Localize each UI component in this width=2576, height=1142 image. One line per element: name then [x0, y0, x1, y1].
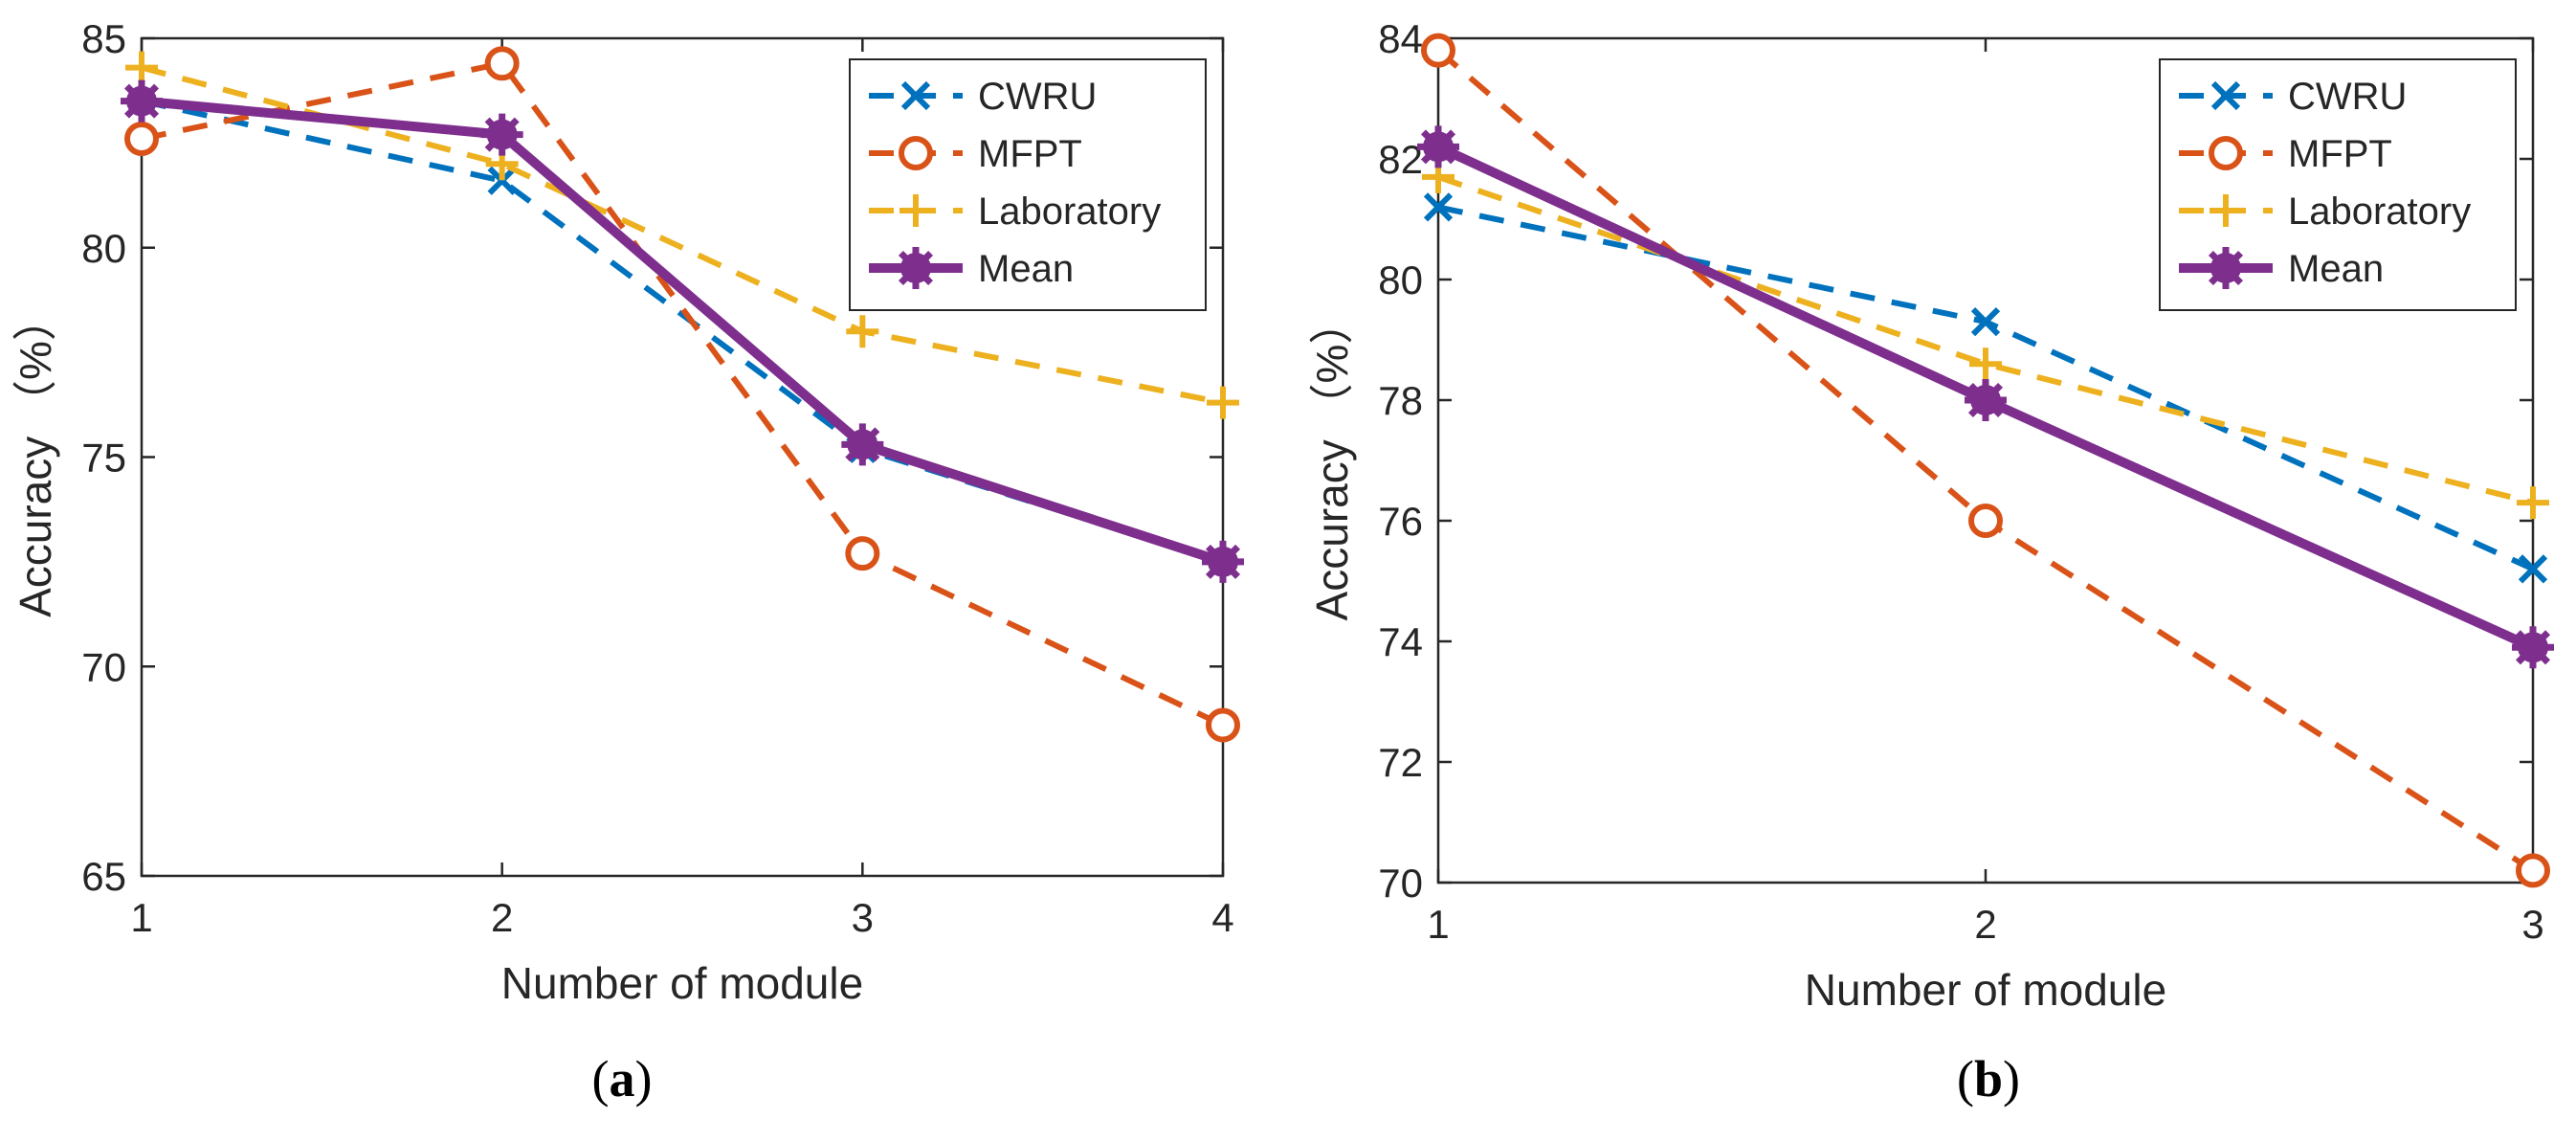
chart-a-mfpt-point-3: [1206, 707, 1240, 743]
chart-b-series-mean: [1417, 125, 2554, 669]
chart-b-caption: (b): [1957, 1050, 2020, 1108]
chart-b-cwru-point-2: [2518, 554, 2548, 584]
chart-a-legend-marker-mfpt: [899, 136, 933, 170]
chart-a-legend-marker-laboratory: [899, 194, 932, 227]
chart-b-legend-label-cwru: CWRU: [2288, 76, 2407, 118]
chart-a-mean-line: [141, 96, 1225, 567]
chart-b-y-tick-label-5: 80: [1378, 258, 1423, 302]
chart-a-legend-label-mfpt: MFPT: [978, 133, 1082, 175]
chart-b-legend-marker-mfpt: [2209, 136, 2243, 170]
chart-b-mfpt-point-1: [1968, 504, 2003, 538]
chart-a-caption: (a): [592, 1050, 653, 1108]
chart-b-legend-marker-mean: [2205, 247, 2247, 289]
chart-b-legend-label-mfpt: MFPT: [2288, 133, 2392, 175]
chart-a-legend-entry-laboratory: Laboratory: [869, 190, 1161, 233]
chart-b-mean-point-1: [1965, 379, 2007, 421]
chart-a: 1 2 3 4 65 70 75 80 85 Number of module Accuracy （…: [11, 16, 1244, 1108]
chart-a-laboratory-point-3: [1207, 386, 1239, 419]
chart-b-y-tick-label-0: 70: [1378, 861, 1423, 906]
chart-a-x-tick-label-3: 4: [1211, 895, 1233, 940]
chart-b: 1 2 3 70 72 74 76 78 80 82 84 Number of module Accur…: [1307, 16, 2554, 1108]
chart-a-legend-entry-cwru: CWRU: [869, 76, 1097, 118]
chart-a-legend-marker-mean: [895, 247, 937, 289]
chart-a-mfpt-point-2: [845, 536, 880, 571]
chart-b-series-mfpt: [1421, 33, 2550, 888]
chart-b-legend-entry-laboratory: Laboratory: [2179, 190, 2471, 233]
chart-a-legend-label-laboratory: Laboratory: [978, 190, 1161, 233]
chart-b-legend-label-laboratory: Laboratory: [2288, 190, 2471, 233]
chart-b-legend-label-mean: Mean: [2288, 248, 2384, 290]
chart-b-legend-marker-laboratory: [2210, 194, 2242, 227]
chart-b-y-tick-label-4: 78: [1378, 378, 1423, 423]
chart-a-y-tick-label-3: 80: [81, 226, 126, 271]
chart-b-legend-marker-cwru: [2210, 80, 2241, 111]
chart-b-y-tick-label-1: 72: [1378, 740, 1423, 785]
chart-b-legend-entry-mean: Mean: [2179, 247, 2384, 290]
chart-a-x-axis-label: Number of module: [501, 958, 863, 1008]
chart-b-x-tick-label-1: 2: [1974, 902, 1996, 947]
chart-a-legend-entry-mean: Mean: [869, 247, 1074, 290]
chart-a-laboratory-point-0: [125, 51, 158, 84]
chart-a-legend-marker-cwru: [900, 80, 931, 111]
chart-a-y-axis-label: Accuracy （%）: [11, 297, 60, 617]
chart-b-y-tick-label-6: 82: [1378, 137, 1423, 182]
chart-a-mfpt-point-1: [484, 46, 520, 81]
chart-a-legend-label-cwru: CWRU: [978, 76, 1097, 118]
chart-b-legend-entry-mfpt: MFPT: [2179, 133, 2392, 175]
chart-a-mean-point-0: [121, 79, 163, 123]
chart-b-laboratory-line: [1437, 174, 2534, 506]
chart-b-series-laboratory: [1422, 160, 2549, 520]
chart-a-series-mean: [121, 79, 1244, 583]
chart-a-y-tick-label-1: 70: [81, 644, 126, 689]
chart-b-series-cwru: [1423, 192, 2548, 584]
chart-b-y-tick-label-2: 74: [1378, 619, 1423, 664]
chart-b-legend: CWRU MFPT Laboratory Mean: [2159, 58, 2517, 311]
chart-a-mean-point-3: [1202, 540, 1244, 583]
chart-b-x-tick-label-2: 3: [2521, 902, 2543, 947]
chart-a-mean-point-1: [480, 113, 523, 156]
chart-b-y-tick-label-7: 84: [1378, 16, 1423, 61]
chart-b-laboratory-point-2: [2517, 486, 2549, 520]
chart-a-mean-point-2: [841, 423, 884, 466]
chart-b-mean-point-0: [1417, 125, 1459, 168]
chart-a-x-tick-label-1: 2: [491, 895, 513, 940]
chart-a-mfpt-point-0: [124, 122, 159, 156]
chart-a-y-tick-label-2: 75: [81, 436, 126, 481]
chart-b-mean-point-2: [2512, 626, 2554, 669]
chart-a-legend-label-mean: Mean: [978, 248, 1074, 290]
chart-a-series-mfpt: [124, 46, 1240, 743]
chart-b-legend-entry-cwru: CWRU: [2179, 76, 2407, 118]
chart-b-cwru-point-0: [1423, 192, 1454, 222]
chart-b-y-tick-label-3: 76: [1378, 499, 1423, 544]
chart-a-x-tick-label-0: 1: [130, 895, 152, 940]
chart-b-laboratory-point-1: [1969, 347, 2002, 381]
chart-a-legend-entry-mfpt: MFPT: [869, 133, 1082, 175]
chart-b-y-axis-label: Accuracy （%）: [1307, 301, 1357, 621]
chart-a-y-tick-label-4: 85: [81, 16, 126, 61]
chart-a-x-tick-label-2: 3: [852, 895, 874, 940]
chart-a-legend: CWRU MFPT Laboratory Mean: [849, 58, 1207, 311]
chart-b-mfpt-point-2: [2516, 853, 2550, 888]
chart-b-mfpt-point-0: [1421, 33, 1455, 68]
chart-b-x-tick-label-0: 1: [1427, 902, 1449, 947]
chart-b-cwru-point-1: [1970, 306, 2001, 337]
chart-a-cwru-point-1: [487, 166, 517, 195]
chart-a-cwru-line: [141, 98, 1224, 565]
chart-a-mfpt-line: [141, 60, 1225, 728]
chart-b-x-axis-label: Number of module: [1805, 965, 2166, 1015]
chart-a-y-tick-label-0: 65: [81, 854, 126, 899]
chart-a-laboratory-point-2: [846, 315, 879, 348]
